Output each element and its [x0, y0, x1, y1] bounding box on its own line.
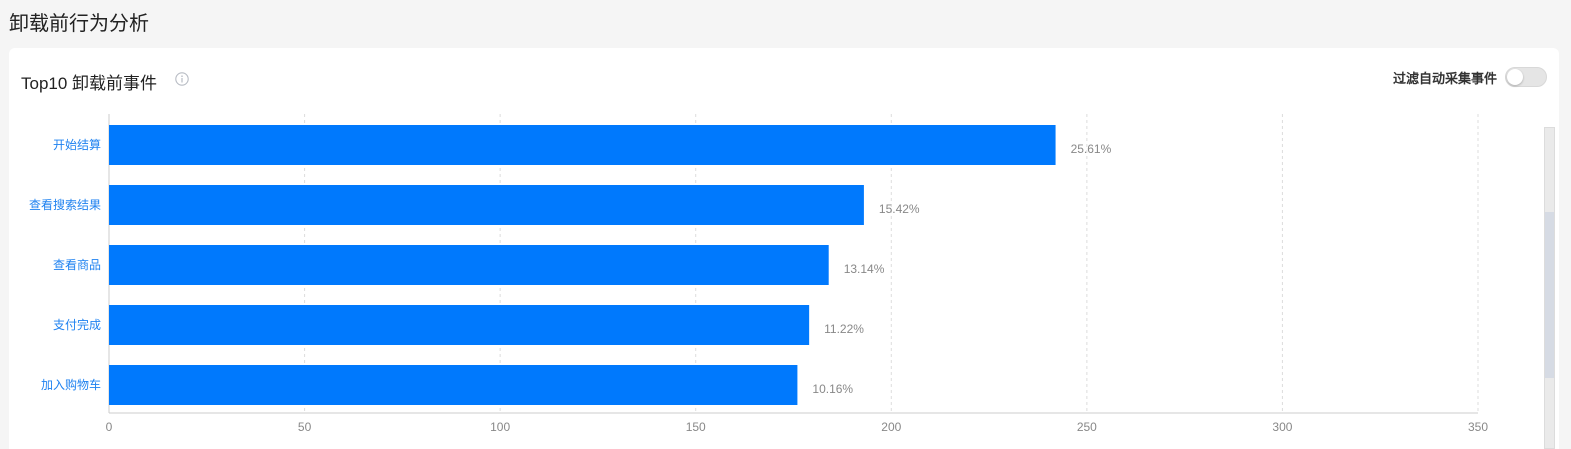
x-tick-label: 250 — [1077, 420, 1097, 434]
value-label: 11.22% — [824, 322, 864, 336]
toggle-knob — [1507, 69, 1523, 85]
bar[interactable] — [109, 245, 829, 285]
bar[interactable] — [109, 365, 798, 405]
card-title: Top10 卸载前事件 — [21, 74, 158, 93]
value-label: 25.61% — [1071, 142, 1112, 156]
x-tick-label: 300 — [1272, 420, 1292, 434]
category-label[interactable]: 开始结算 — [53, 137, 101, 152]
info-icon[interactable] — [175, 72, 189, 86]
category-label[interactable]: 查看商品 — [53, 257, 101, 272]
scrollbar-thumb[interactable] — [1545, 212, 1554, 378]
chart-scrollbar[interactable] — [1544, 127, 1555, 449]
x-tick-label: 150 — [686, 420, 706, 434]
x-tick-label: 50 — [298, 420, 312, 434]
filter-control: 过滤自动采集事件 — [1393, 67, 1547, 87]
category-label[interactable]: 查看搜索结果 — [29, 197, 101, 212]
category-label[interactable]: 支付完成 — [53, 317, 101, 332]
value-label: 13.14% — [844, 262, 885, 276]
filter-label: 过滤自动采集事件 — [1392, 70, 1497, 86]
x-tick-label: 350 — [1468, 420, 1488, 434]
page-title: 卸载前行为分析 — [9, 13, 149, 35]
bar[interactable] — [109, 305, 810, 345]
bar[interactable] — [109, 125, 1056, 165]
value-label: 15.42% — [879, 202, 920, 216]
value-label: 10.16% — [812, 382, 853, 396]
filter-toggle[interactable] — [1505, 67, 1547, 87]
x-tick-label: 0 — [106, 420, 113, 434]
bar[interactable] — [109, 185, 864, 225]
x-tick-label: 200 — [881, 420, 901, 434]
category-label[interactable]: 加入购物车 — [41, 377, 101, 392]
x-tick-label: 100 — [490, 420, 510, 434]
